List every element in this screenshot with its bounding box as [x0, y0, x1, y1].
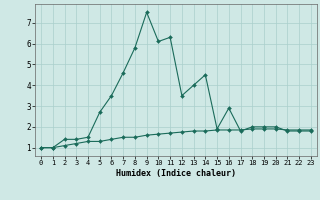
X-axis label: Humidex (Indice chaleur): Humidex (Indice chaleur) [116, 169, 236, 178]
